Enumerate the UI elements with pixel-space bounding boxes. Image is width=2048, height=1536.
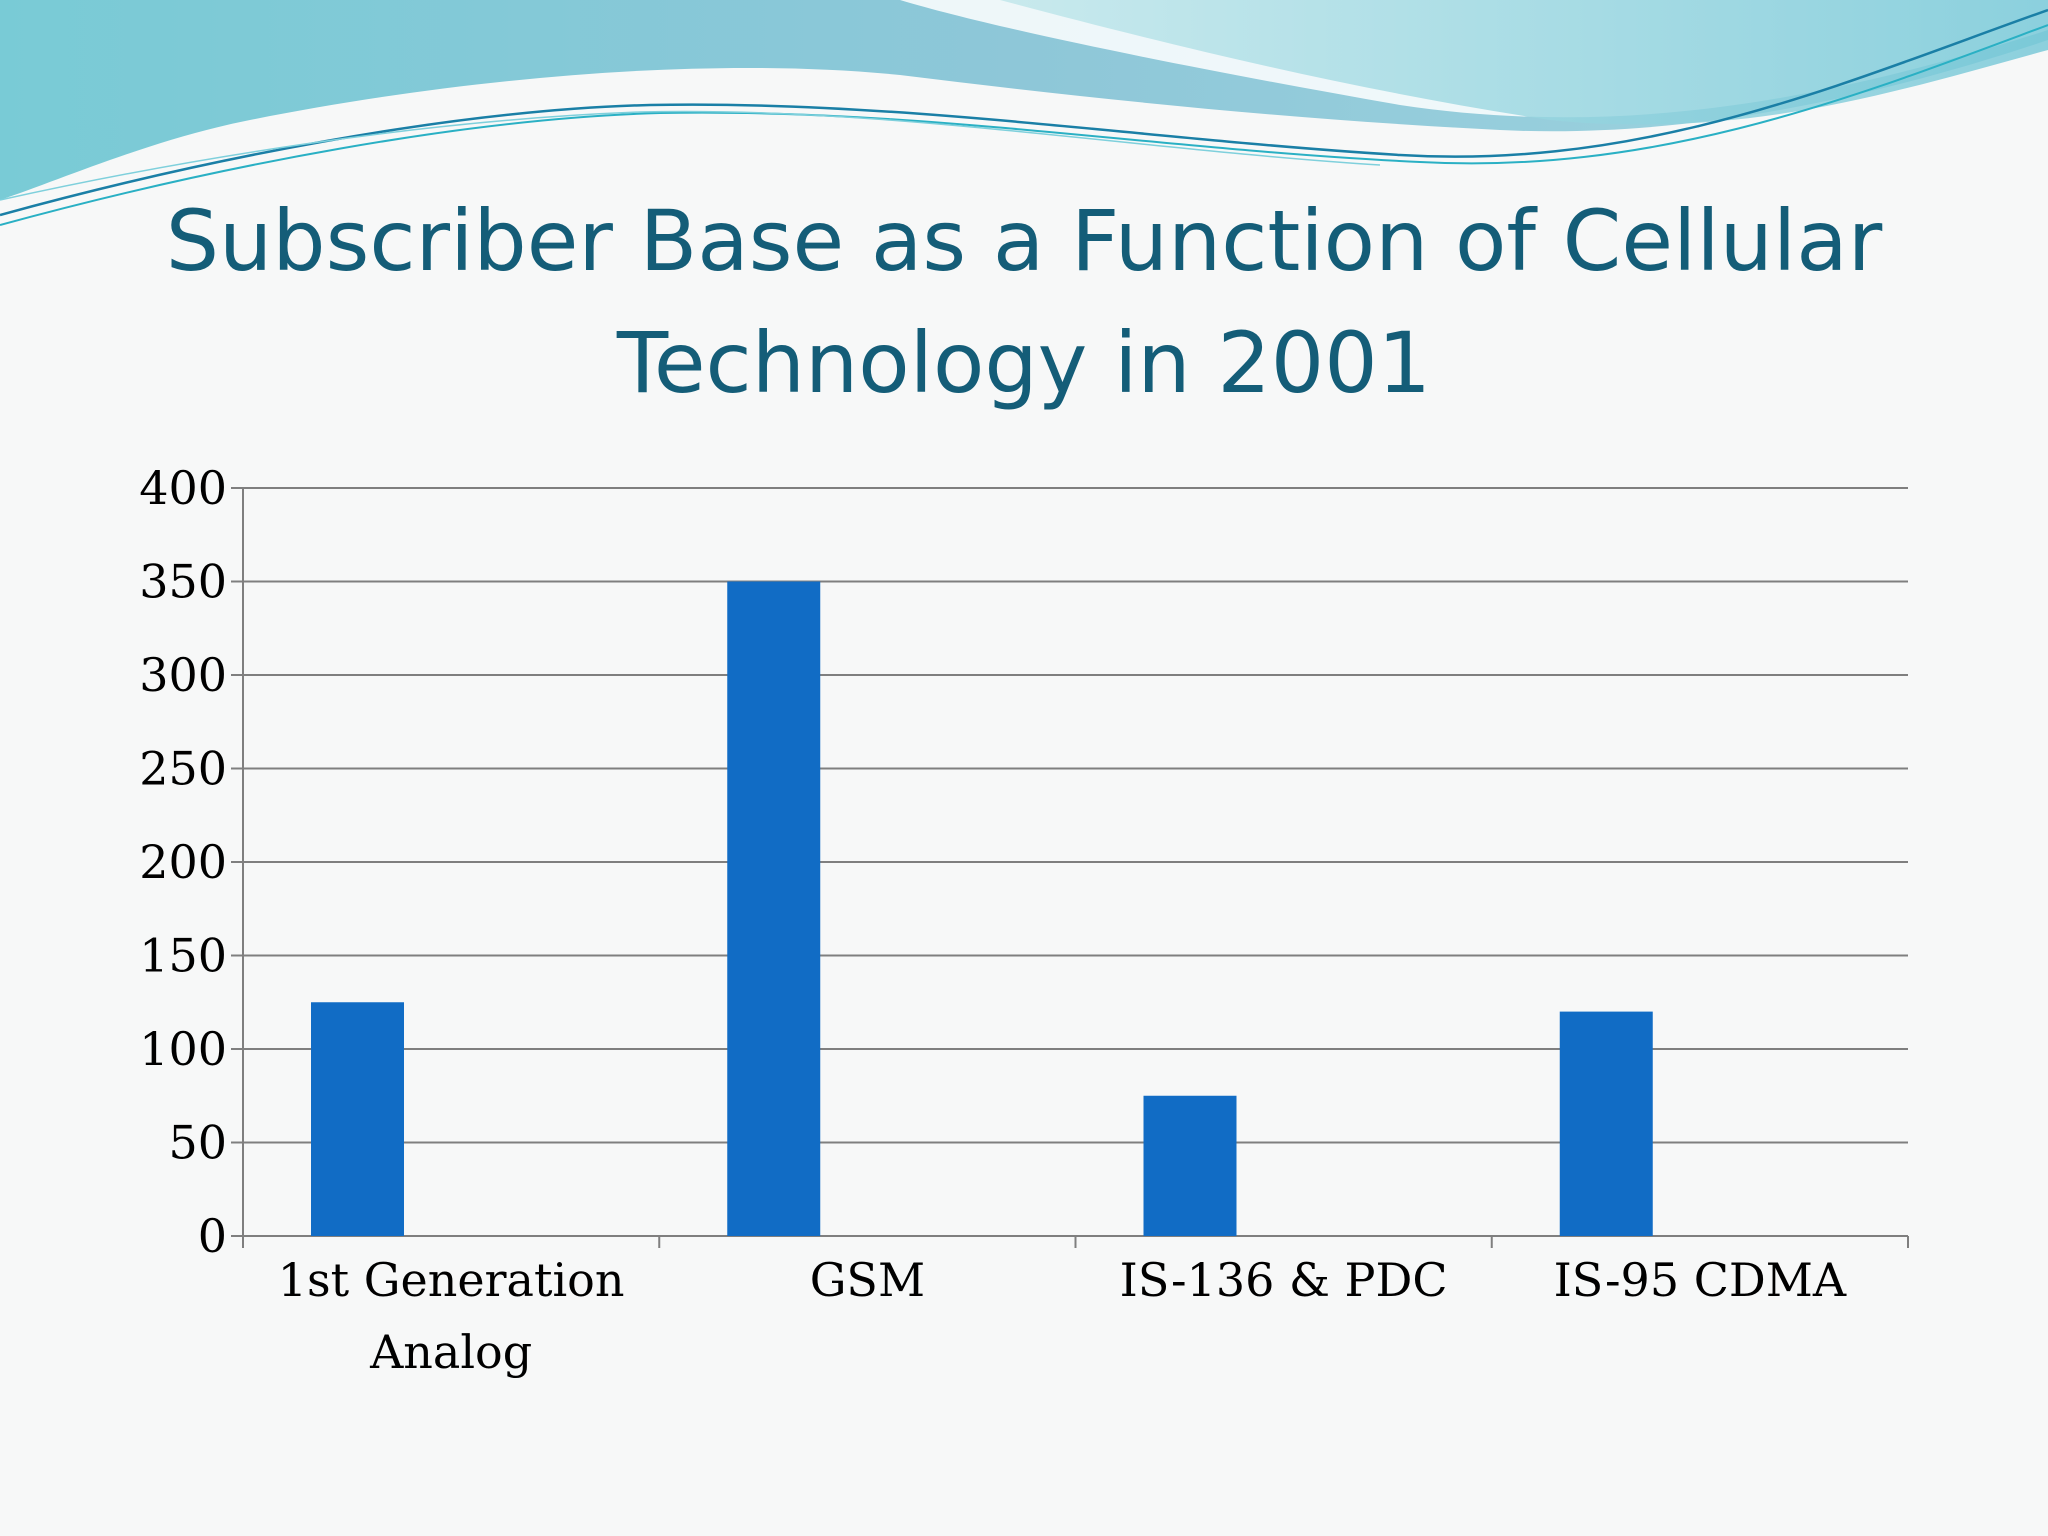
y-tick-label-150: 150: [139, 929, 227, 983]
decorative-wave-banner: [0, 0, 2048, 226]
x-tick-label-0-line-1: Analog: [369, 1325, 532, 1379]
wave-line-2: [0, 24, 2048, 226]
y-tick-label-250: 250: [139, 742, 227, 796]
y-tick-label-100: 100: [139, 1022, 227, 1076]
bar-3: [1559, 1011, 1653, 1236]
x-tick-label-0-line-0: 1st Generation: [278, 1253, 625, 1307]
y-tick-label-50: 50: [168, 1116, 227, 1170]
slide-title-line-2: Technology in 2001: [616, 314, 1432, 412]
bar-1: [727, 581, 821, 1236]
x-tick-label-1: GSM: [810, 1253, 925, 1307]
wave-line-3: [0, 110, 1381, 201]
slide-title-line-1: Subscriber Base as a Function of Cellula…: [165, 192, 1883, 290]
y-tick-label-400: 400: [139, 461, 227, 515]
y-tick-label-300: 300: [139, 648, 227, 702]
slide-title: Subscriber Base as a Function of Cellula…: [0, 180, 2048, 424]
wave-light-band: [1000, 0, 2048, 125]
y-tick-label-0: 0: [198, 1209, 227, 1263]
x-tick-label-3: IS-95 CDMA: [1554, 1253, 1847, 1307]
y-tick-label-200: 200: [139, 835, 227, 889]
y-tick-label-350: 350: [139, 555, 227, 609]
bar-2: [1143, 1095, 1237, 1236]
bar-0: [311, 1002, 404, 1236]
x-tick-label-2: IS-136 & PDC: [1120, 1253, 1448, 1307]
